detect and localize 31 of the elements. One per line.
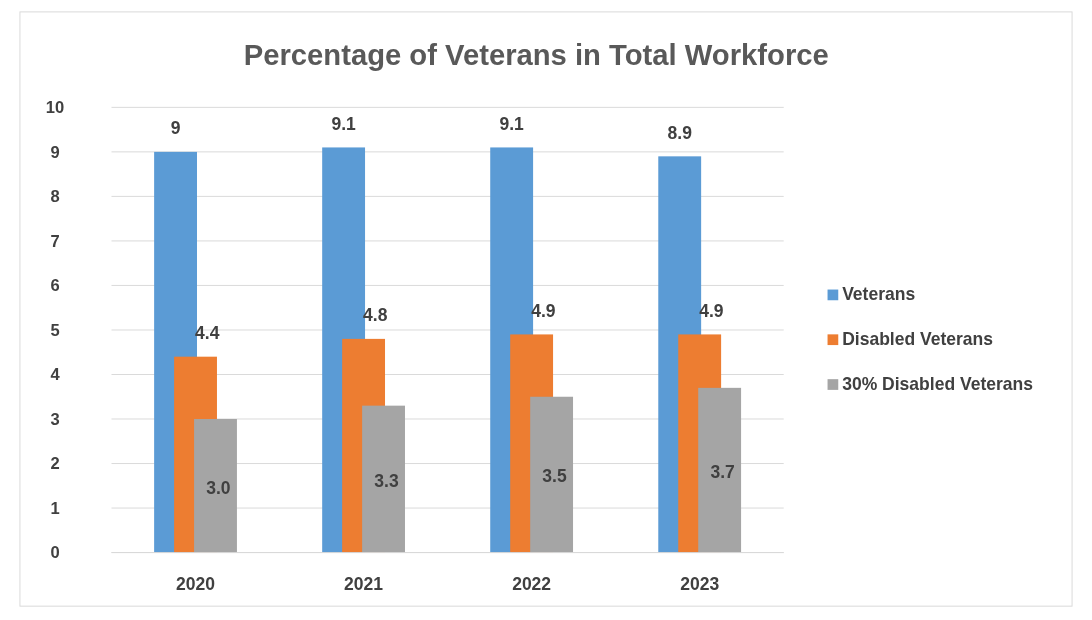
x-tick-label: 2021: [344, 573, 384, 594]
chart-title: Percentage of Veterans in Total Workforce: [243, 39, 829, 72]
legend-label: 30% Disabled Veterans: [842, 373, 1034, 394]
bar: [530, 396, 574, 553]
legend-label: Veterans: [842, 284, 916, 305]
y-tick-label: 3: [50, 409, 60, 429]
data-label: 9.1: [331, 113, 357, 134]
data-label: 9: [170, 118, 181, 139]
data-label: 8.9: [667, 122, 693, 143]
x-tick-label: 2022: [512, 573, 552, 594]
x-tick-label: 2023: [680, 573, 720, 594]
legend-label: Disabled Veterans: [842, 329, 994, 350]
y-tick-label: 0: [50, 543, 60, 563]
y-tick-label: 1: [50, 498, 60, 518]
bar: [362, 405, 405, 553]
y-tick-label: 6: [50, 276, 60, 296]
bar: [698, 387, 742, 553]
data-label: 3.7: [710, 462, 735, 482]
y-tick-label: 2: [50, 454, 60, 474]
y-tick-label: 4: [50, 365, 61, 385]
y-tick-label: 8: [50, 187, 60, 207]
data-label: 3.5: [542, 466, 567, 487]
data-label: 3.3: [374, 470, 399, 491]
y-tick-label: 10: [45, 98, 65, 118]
y-tick-label: 5: [50, 320, 60, 340]
bar: [194, 419, 237, 553]
y-tick-label: 7: [50, 231, 60, 251]
y-tick-label: 9: [50, 142, 60, 162]
data-label: 9.1: [499, 113, 525, 134]
x-tick-label: 2020: [176, 573, 216, 594]
data-label: 3.0: [206, 477, 231, 498]
